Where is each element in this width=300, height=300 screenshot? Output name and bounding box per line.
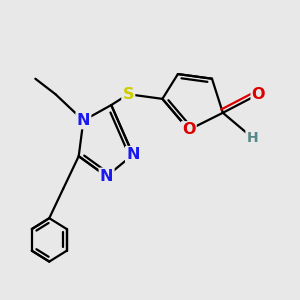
Text: S: S — [123, 87, 134, 102]
Text: N: N — [126, 147, 140, 162]
Text: O: O — [182, 122, 196, 137]
Text: N: N — [76, 113, 90, 128]
Text: N: N — [100, 169, 113, 184]
Text: H: H — [247, 130, 258, 145]
Text: O: O — [252, 87, 265, 102]
